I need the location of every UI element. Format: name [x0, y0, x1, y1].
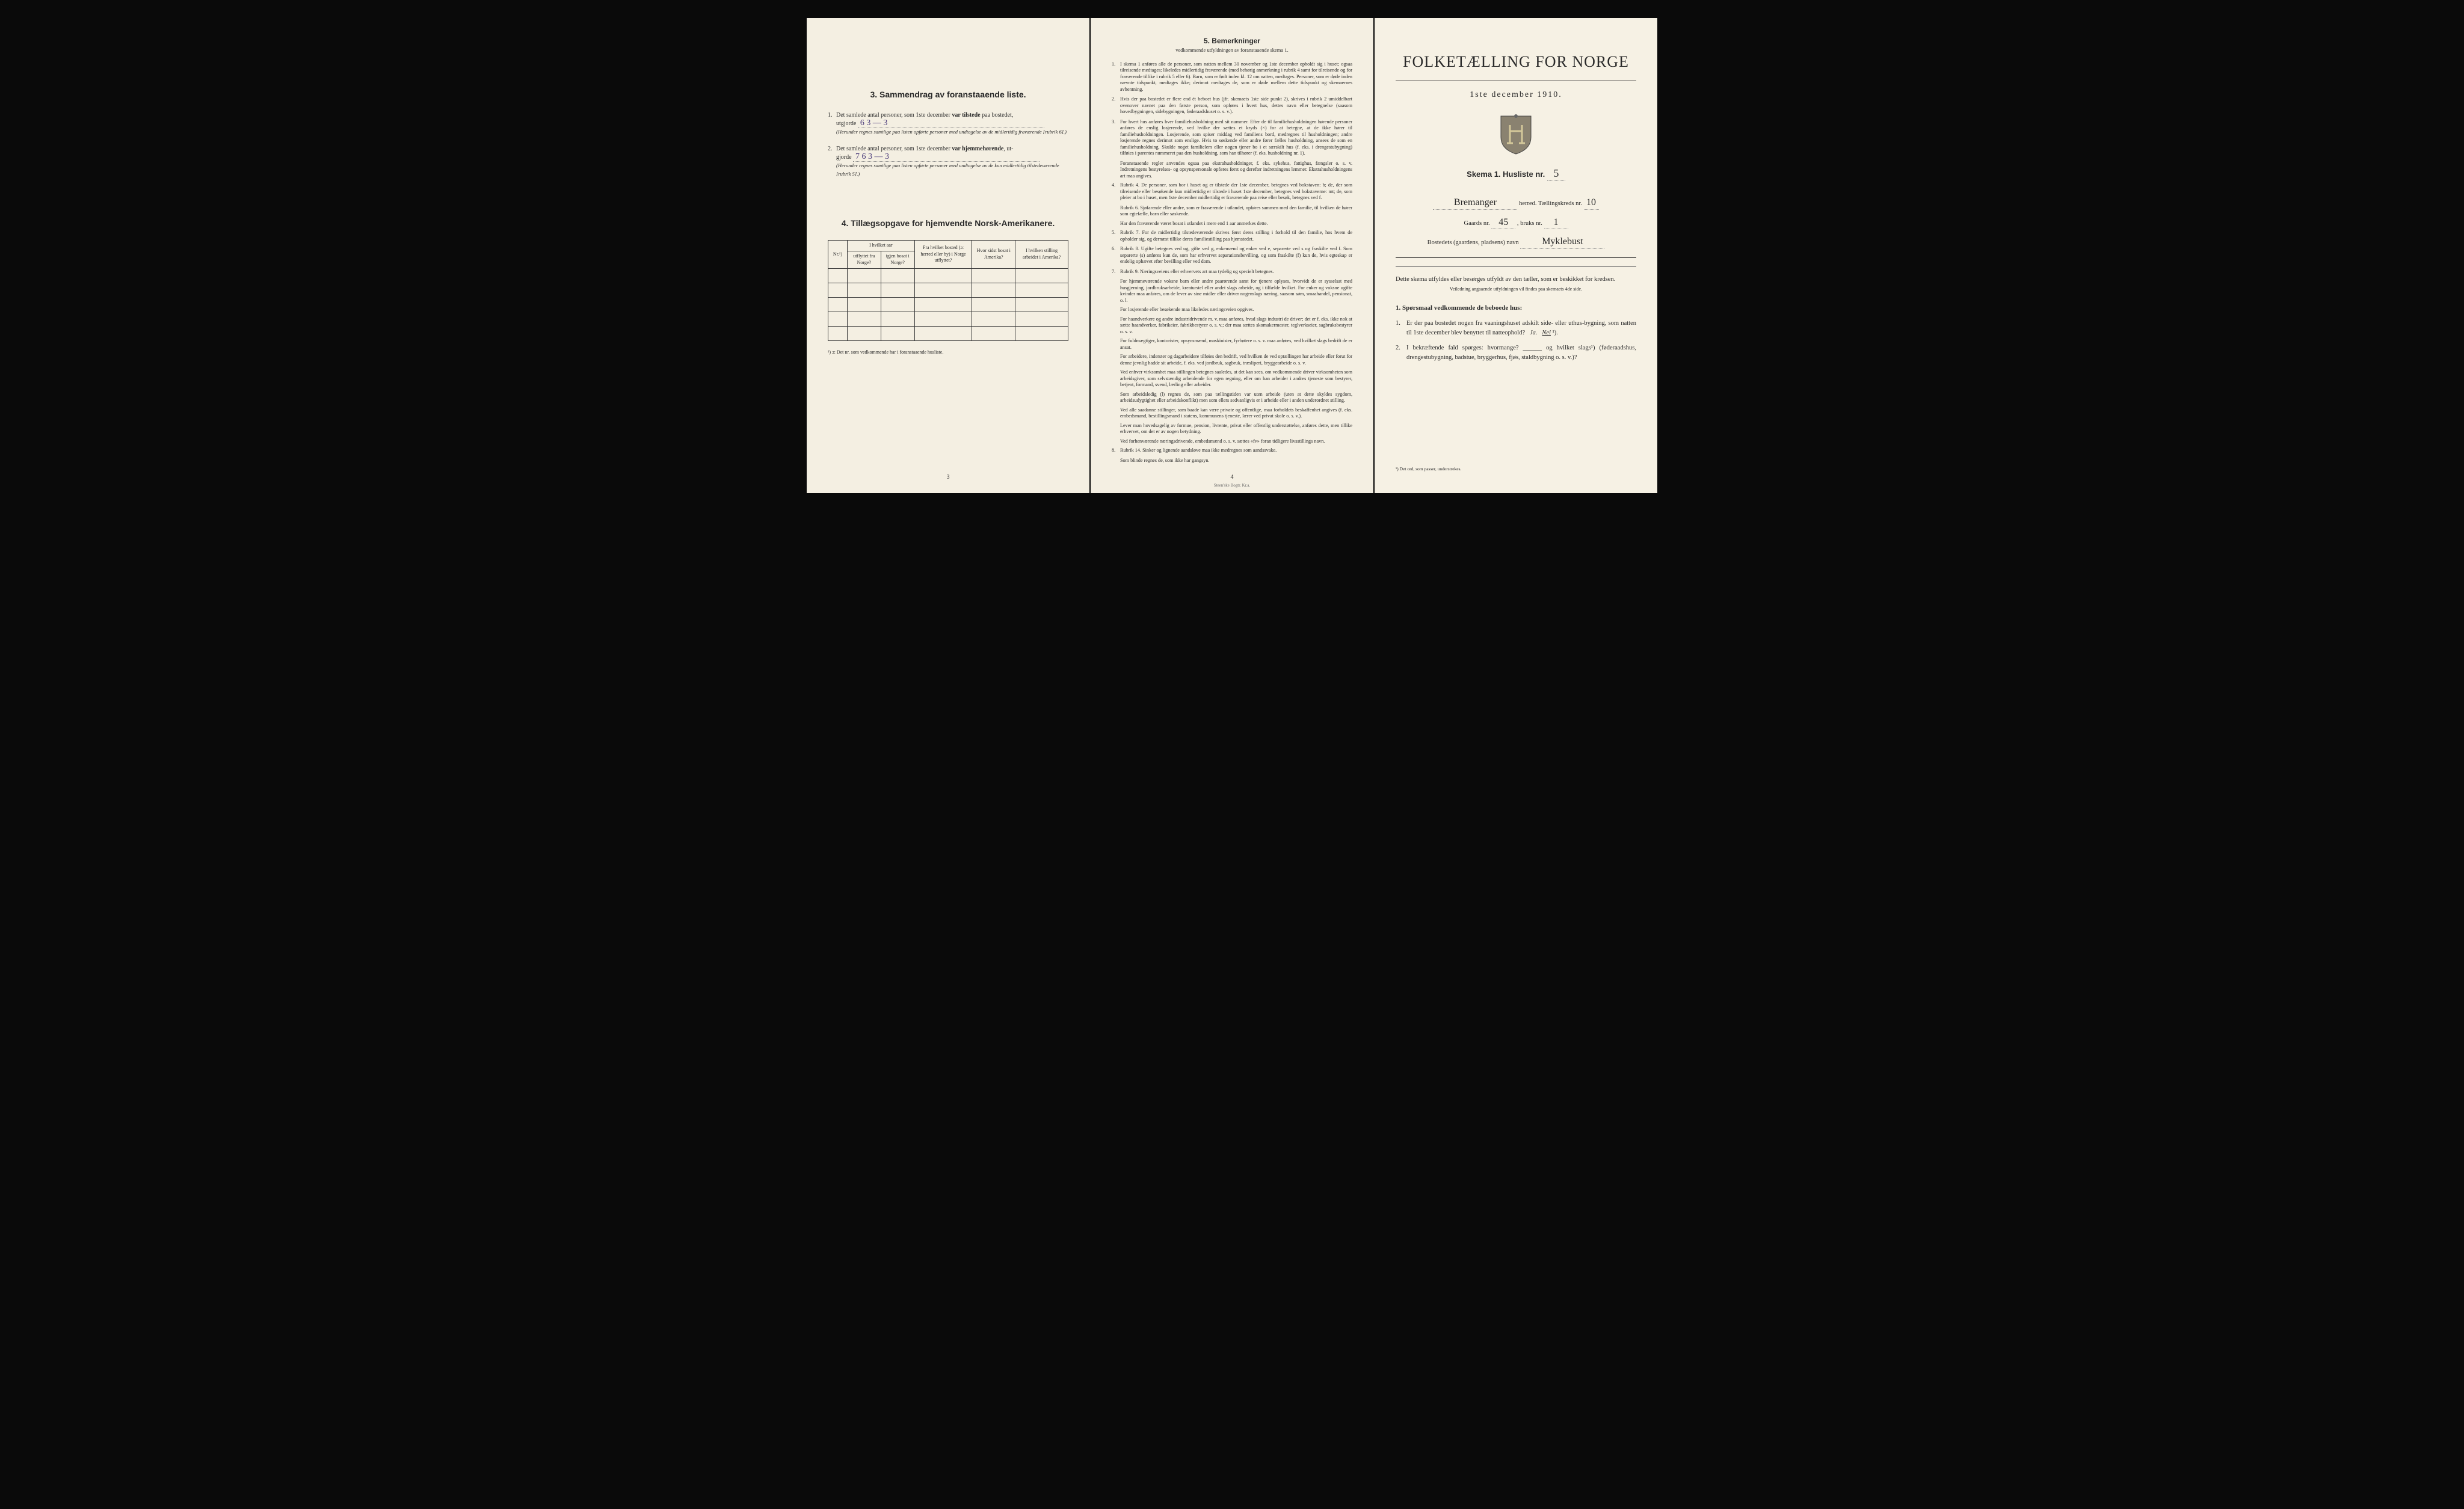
- kreds-value: 10: [1584, 196, 1599, 210]
- tilstede-value: 6 3 — 3: [858, 119, 1044, 128]
- bruks-nr: 1: [1544, 216, 1568, 230]
- gaard-nr: 45: [1491, 216, 1515, 230]
- page-number: 3: [807, 473, 1089, 482]
- summary-list: 1. Det samlede antal personer, som 1ste …: [828, 111, 1068, 179]
- hjemmehorende-value: 7 6 3 — 3: [853, 153, 1040, 162]
- table-row: [828, 283, 1068, 297]
- page-4: 5. Bemerkninger vedkommende utfyldningen…: [1091, 18, 1373, 493]
- husliste-nr: 5: [1547, 166, 1565, 181]
- printer-mark: Steen'ske Bogtr. Kr.a.: [1091, 483, 1373, 488]
- th-nr: Nr.¹): [828, 241, 848, 268]
- question-1: 1. Er der paa bostedet nogen fra vaaning…: [1396, 319, 1636, 338]
- th-aar: I hvilket aar: [847, 241, 914, 251]
- intro-text: Dette skema utfyldes eller besørges utfy…: [1396, 275, 1636, 284]
- question-2: 2. I bekræftende fald spørges: hvormange…: [1396, 343, 1636, 363]
- question-list: 1. Er der paa bostedet nogen fra vaaning…: [1396, 319, 1636, 363]
- item2-note: (Herunder regnes samtlige paa listen opf…: [836, 162, 1059, 177]
- answer-ja: Ja.: [1530, 330, 1538, 336]
- remarks-title: 5. Bemerkninger: [1112, 36, 1352, 46]
- bosted-line: Bostedets (gaardens, pladsens) navn Mykl…: [1396, 235, 1636, 249]
- summary-item-2: 2. Det samlede antal personer, som 1ste …: [828, 145, 1068, 179]
- section-3-title: 3. Sammendrag av foranstaaende liste.: [828, 89, 1068, 100]
- th-stilling: I hvilken stilling arbeidet i Amerika?: [1015, 241, 1068, 268]
- coat-of-arms-icon: [1498, 113, 1534, 155]
- census-date: 1ste december 1910.: [1396, 90, 1636, 101]
- th-amerika: Hvor sidst bosat i Amerika?: [972, 241, 1015, 268]
- remarks-subtitle: vedkommende utfyldningen av foranstaaend…: [1112, 47, 1352, 54]
- footnote-1: ¹) ɔ: Det nr. som vedkommende har i fora…: [828, 349, 1068, 356]
- summary-item-1: 1. Det samlede antal personer, som 1ste …: [828, 111, 1068, 137]
- amerikanere-table: Nr.¹) I hvilket aar Fra hvilket bosted (…: [828, 240, 1068, 340]
- remarks-body: 1.I skema 1 anføres alle de personer, so…: [1112, 61, 1352, 464]
- item1-note: (Herunder regnes samtlige paa listen opf…: [836, 129, 1067, 135]
- herred-value: Bremanger: [1433, 196, 1517, 210]
- th-bosted: Fra hvilket bosted (ɔ: herred eller by) …: [914, 241, 972, 268]
- answer-nei: Nei: [1542, 330, 1551, 336]
- question-section-head: 1. Spørsmaal vedkommende de beboede hus:: [1396, 304, 1636, 313]
- bosted-value: Myklebust: [1520, 235, 1604, 249]
- section-4-title: 4. Tillægsopgave for hjemvendte Norsk-Am…: [828, 218, 1068, 229]
- th-bosat: igjen bosat i Norge?: [881, 251, 914, 269]
- table-row: [828, 312, 1068, 326]
- schema-line: Skema 1. Husliste nr. 5: [1396, 166, 1636, 181]
- herred-line: Bremanger herred. Tællingskreds nr. 10: [1396, 196, 1636, 210]
- document-spread: 3. Sammendrag av foranstaaende liste. 1.…: [807, 18, 1657, 493]
- table-row: [828, 297, 1068, 312]
- gaard-line: Gaards nr. 45 , bruks nr. 1: [1396, 216, 1636, 230]
- table-row: [828, 268, 1068, 283]
- footnote-underline: ¹) Det ord, som passer, understrekes.: [1396, 466, 1636, 472]
- table-row: [828, 326, 1068, 340]
- page-3: 3. Sammendrag av foranstaaende liste. 1.…: [807, 18, 1089, 493]
- page-number: 4: [1091, 473, 1373, 482]
- intro-note: Veiledning angaaende utfyldningen vil fi…: [1396, 286, 1636, 293]
- census-title: FOLKETÆLLING FOR NORGE: [1396, 51, 1636, 72]
- th-utflyttet: utflyttet fra Norge?: [847, 251, 881, 269]
- page-title-sheet: FOLKETÆLLING FOR NORGE 1ste december 191…: [1375, 18, 1657, 493]
